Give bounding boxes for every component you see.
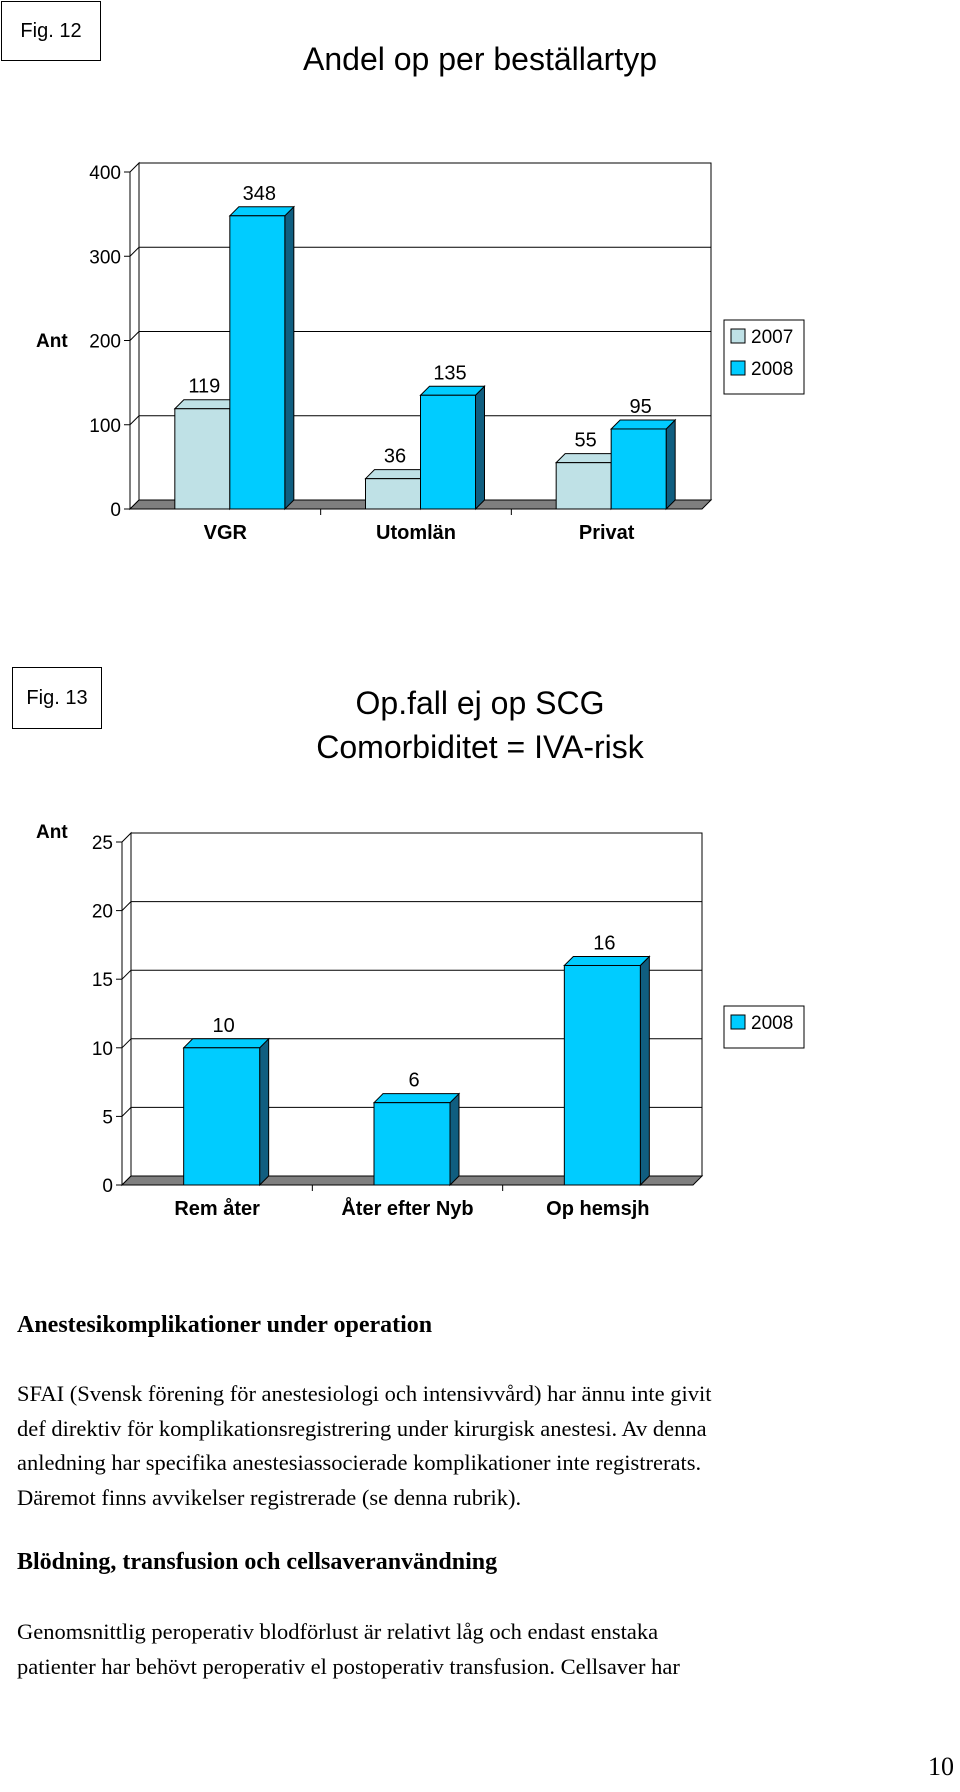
bar <box>229 215 286 510</box>
bar <box>183 1047 261 1186</box>
x-tick-label: Privat <box>579 522 635 544</box>
bar-top <box>173 399 241 410</box>
x-tick-label: Op hemsjh <box>546 1198 649 1220</box>
legend-swatch <box>730 328 746 344</box>
gridline-side <box>129 246 140 257</box>
gridline-side <box>121 901 132 911</box>
legend-label: 2007 <box>751 327 793 348</box>
fig13-bar-chart: 0 5 10 15 20 25 Ant 10 Rem åter 6 Åter efter Nyb 16… <box>36 822 805 1220</box>
data-label: 6 <box>408 1070 419 1092</box>
bar-top <box>609 419 677 430</box>
bar-top <box>419 385 486 396</box>
bar <box>373 1102 451 1186</box>
y-tick-label: 100 <box>89 416 121 437</box>
y-tick-label: 15 <box>92 970 113 991</box>
y-tick-label: 5 <box>102 1107 113 1128</box>
y-tick-label: 10 <box>92 1039 113 1060</box>
gridline-side <box>121 969 132 980</box>
y-tick-label: 200 <box>89 332 121 353</box>
bar <box>174 408 231 510</box>
page-number: 10 <box>928 1752 954 1781</box>
fig13-label-box: Fig. 13 <box>12 667 102 729</box>
y-axis-label: Ant <box>36 822 68 843</box>
data-label: 119 <box>188 376 220 398</box>
fig13-title-line-1: Op.fall ej op SCG <box>355 685 605 721</box>
data-label: 36 <box>384 446 406 468</box>
y-axis-label: Ant <box>36 331 68 352</box>
gridline-side <box>129 415 140 426</box>
data-label: 95 <box>630 396 652 418</box>
bar-side <box>665 418 676 511</box>
bar-side <box>449 1092 460 1187</box>
y-tick-label: 0 <box>102 1176 113 1197</box>
data-label: 135 <box>433 362 466 384</box>
bar-side <box>284 205 295 511</box>
bar-side <box>259 1037 270 1187</box>
data-label: 10 <box>213 1015 235 1037</box>
bar <box>555 462 612 510</box>
bar <box>365 478 421 510</box>
y-tick-label: 20 <box>92 902 113 923</box>
x-tick-label: VGR <box>204 522 248 544</box>
fig13-label: Fig. 13 <box>26 686 88 709</box>
gridline-side <box>121 1038 132 1049</box>
paragraph-blodning: Genomsnittlig peroperativ blodförlust är… <box>17 1619 680 1679</box>
legend-label: 2008 <box>751 1013 793 1034</box>
legend-swatch <box>730 360 746 376</box>
data-label: 55 <box>575 430 597 452</box>
bar-top <box>182 1038 270 1049</box>
data-label: 16 <box>593 932 615 954</box>
bar-side <box>639 955 650 1187</box>
bar-top <box>364 469 431 480</box>
fig13-title-line-2: Comorbiditet = IVA-risk <box>316 729 644 765</box>
y-tick-label: 300 <box>89 247 121 268</box>
x-tick-label: Rem åter <box>174 1197 260 1220</box>
plot-side-wall <box>121 831 132 1187</box>
fig12-label: Fig. 12 <box>20 19 82 42</box>
bar-side <box>475 385 485 511</box>
y-tick-label: 25 <box>92 833 113 854</box>
legend-label: 2008 <box>751 359 793 380</box>
x-tick-label: Utomlän <box>376 522 456 544</box>
bar-top <box>228 206 296 217</box>
bar <box>563 964 641 1186</box>
bar <box>610 428 667 510</box>
bar <box>420 394 476 510</box>
section-heading-anestesi: Anestesikomplikationer under operation <box>17 1312 433 1338</box>
y-tick-label: 400 <box>89 163 121 184</box>
gridline-side <box>121 1107 132 1117</box>
bar-top <box>563 955 651 966</box>
fig12-bar-chart: 0 100 200 300 400 Ant 119 348 VGR 36 135 Utomlän 55 9… <box>36 161 805 544</box>
legend-swatch <box>730 1014 746 1030</box>
data-label: 348 <box>243 183 276 205</box>
bar-top <box>372 1093 461 1104</box>
gridline-side <box>129 331 140 341</box>
section-heading-blodning: Blödning, transfusion och cellsaveranvän… <box>17 1549 498 1575</box>
y-tick-label: 0 <box>110 500 121 521</box>
fig12-label-box: Fig. 12 <box>1 1 101 61</box>
fig12-title: Andel op per beställartyp <box>303 41 657 77</box>
bar-top <box>554 453 622 464</box>
x-tick-label: Åter efter Nyb <box>341 1196 473 1220</box>
paragraph-anestesi: SFAI (Svensk förening för anestesiologi … <box>17 1381 712 1510</box>
